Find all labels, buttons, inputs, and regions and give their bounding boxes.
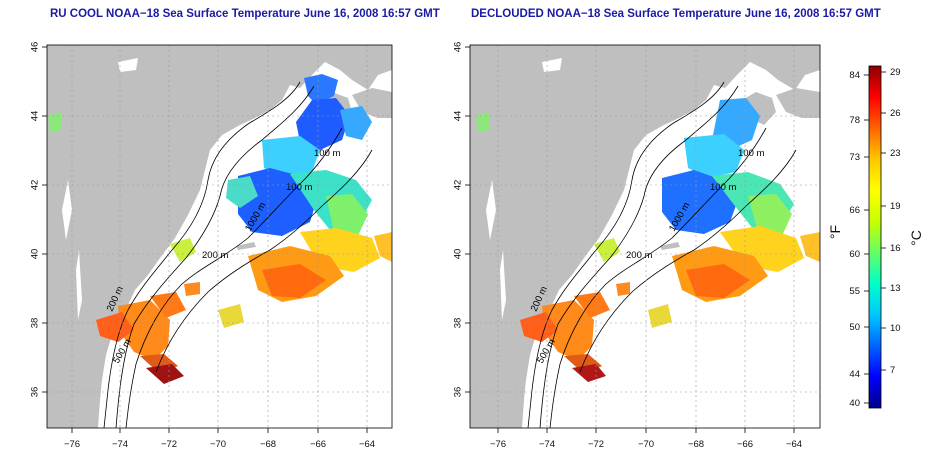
lake (118, 58, 138, 72)
celsius-tick-label: 19 (890, 201, 901, 212)
x-tick-label: −66 (310, 439, 326, 450)
x-tick-label: −68 (688, 439, 704, 450)
x-tick-label: −66 (737, 439, 753, 450)
land-mass (776, 88, 820, 118)
sst-data (476, 98, 820, 382)
fahrenheit-tick-label: 44 (849, 369, 860, 380)
x-tick-label: −68 (260, 439, 276, 450)
y-tick-label: 36 (453, 387, 464, 398)
island (660, 242, 680, 250)
celsius-tick-label: 7 (890, 365, 895, 376)
fahrenheit-tick-label: 78 (849, 115, 860, 126)
fahrenheit-tick-label: 50 (849, 322, 860, 333)
map-panel-right: 100 m 100 m 200 m 200 m 1000 m 500 m −76… (453, 42, 821, 450)
y-tick-label: 40 (453, 249, 464, 260)
temperature-colorbar: 84 78 73 66 60 55 50 44 40 29 26 23 19 16 13 10 7 °F °C (827, 65, 924, 409)
contour-label: 200 m (626, 250, 652, 261)
land-mass (470, 45, 820, 428)
celsius-tick-label: 13 (890, 283, 901, 294)
sst-data (48, 74, 392, 384)
y-tick-label: 38 (30, 318, 41, 329)
fahrenheit-tick-label: 73 (849, 152, 860, 163)
y-tick-label: 46 (453, 42, 464, 53)
y-tick-label: 40 (30, 249, 41, 260)
fahrenheit-tick-label: 55 (849, 286, 860, 297)
celsius-scale: 29 26 23 19 16 13 10 7 (881, 67, 901, 376)
x-tick-label: −76 (490, 439, 506, 450)
colorbar-gradient (868, 65, 882, 409)
celsius-tick-label: 10 (890, 323, 901, 334)
x-tick-label: −72 (161, 439, 177, 450)
island (236, 242, 256, 250)
fahrenheit-tick-label: 40 (849, 398, 860, 409)
fahrenheit-unit-label: °F (827, 225, 843, 239)
fahrenheit-tick-label: 66 (849, 205, 860, 216)
celsius-tick-label: 16 (890, 243, 901, 254)
y-tick-label: 42 (30, 180, 41, 191)
x-tick-label: −74 (112, 439, 128, 450)
map-title-right: DECLOUDED NOAA−18 Sea Surface Temperatur… (471, 8, 881, 20)
celsius-unit-label: °C (908, 230, 924, 246)
y-tick-label: 44 (453, 111, 464, 122)
x-tick-label: −74 (539, 439, 555, 450)
x-tick-label: −64 (786, 439, 802, 450)
fahrenheit-tick-label: 84 (849, 70, 860, 81)
lake (76, 250, 82, 320)
axis-ticks: −76 −74 −72 −70 −68 −66 −64 36 38 40 42 44 46 (30, 42, 376, 450)
fahrenheit-tick-label: 60 (849, 249, 860, 260)
x-tick-label: −70 (638, 439, 654, 450)
bathymetry-contours (103, 81, 373, 428)
map-frame (469, 44, 821, 429)
map-frame (46, 44, 393, 429)
contour-label: 100 m (314, 148, 340, 159)
grid-lines (47, 45, 392, 428)
y-tick-label: 38 (453, 318, 464, 329)
celsius-tick-label: 26 (890, 108, 901, 119)
land-mass (47, 45, 392, 428)
contour-label: 200 m (202, 250, 228, 261)
map-title-left: RU COOL NOAA−18 Sea Surface Temperature … (50, 8, 440, 20)
x-tick-label: −76 (64, 439, 80, 450)
lake (62, 180, 72, 240)
contour-label: 100 m (738, 148, 764, 159)
x-tick-label: −64 (359, 439, 375, 450)
celsius-tick-label: 29 (890, 67, 901, 78)
contour-label: 100 m (710, 182, 736, 193)
x-tick-label: −72 (588, 439, 604, 450)
grid-lines (470, 45, 820, 428)
axis-ticks: −76 −74 −72 −70 −68 −66 −64 36 38 40 42 44 46 (453, 42, 803, 450)
fahrenheit-scale: 84 78 73 66 60 55 50 44 40 (849, 70, 869, 409)
y-tick-label: 46 (30, 42, 41, 53)
bathymetry-contours (527, 81, 797, 428)
map-panel-left: 100 m 100 m 200 m 200 m 1000 m 500 m −76… (30, 42, 393, 450)
y-tick-label: 44 (30, 111, 41, 122)
lake (486, 180, 496, 240)
x-tick-label: −70 (210, 439, 226, 450)
celsius-tick-label: 23 (890, 148, 901, 159)
y-tick-label: 42 (453, 180, 464, 191)
contour-label: 100 m (286, 182, 312, 193)
lake (500, 250, 506, 320)
y-tick-label: 36 (30, 387, 41, 398)
